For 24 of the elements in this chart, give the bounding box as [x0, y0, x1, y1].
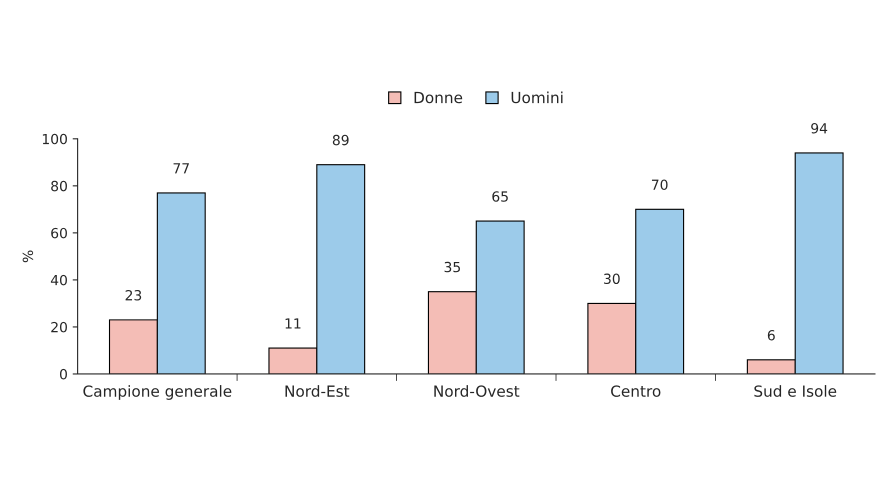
x-tick-label: Nord-Est — [286, 385, 350, 397]
data-label: 30 — [604, 274, 620, 284]
data-label: 23 — [126, 290, 142, 301]
data-label: 6 — [768, 330, 775, 340]
x-tick-label: Nord-Ovest — [434, 385, 520, 397]
x-tick-label: Sud e Isole — [754, 385, 836, 397]
x-tick-label: Centro — [611, 385, 660, 397]
data-label: 11 — [286, 318, 300, 329]
data-label: 94 — [811, 123, 828, 134]
data-label: 89 — [332, 134, 349, 146]
data-label: 70 — [652, 179, 668, 190]
x-tick-label: Campione generale — [83, 385, 232, 400]
data-label: 77 — [174, 163, 189, 174]
y-tick-label: 80 — [51, 180, 67, 192]
data-label: 35 — [444, 262, 460, 272]
y-tick-label: 100 — [42, 134, 67, 144]
y-axis-title: % — [22, 250, 34, 262]
legend-label: Donne — [414, 92, 462, 104]
data-label: 65 — [492, 191, 508, 202]
y-tick-label: 20 — [51, 322, 67, 332]
y-tick-label: 40 — [50, 274, 67, 286]
y-tick-label: 0 — [60, 368, 67, 380]
y-tick-label: 60 — [51, 228, 67, 238]
legend-label: Uomini — [512, 91, 562, 104]
